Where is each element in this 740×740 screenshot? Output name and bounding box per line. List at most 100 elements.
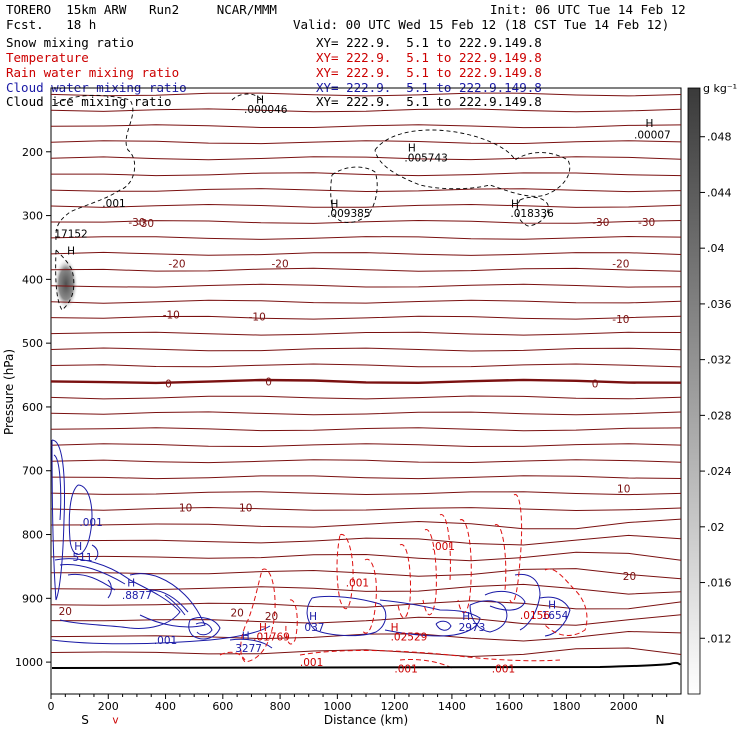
temperature-label: 20 bbox=[230, 607, 243, 619]
field-label: H bbox=[548, 600, 556, 612]
y-axis-title: Pressure (hPa) bbox=[2, 349, 16, 435]
x-tick-label: 200 bbox=[98, 700, 119, 713]
isotherm-line bbox=[50, 347, 682, 352]
temperature-isotherms bbox=[50, 92, 682, 658]
forecast-hour: Fcst. 18 h bbox=[6, 17, 97, 32]
field-label: .001 bbox=[432, 541, 455, 553]
field-label: .001 bbox=[79, 517, 102, 529]
field-label: 17152 bbox=[54, 228, 87, 240]
field-label: 037 bbox=[304, 622, 324, 634]
field-label: H bbox=[242, 630, 250, 642]
y-tick-label: 400 bbox=[22, 273, 43, 286]
y-tick-label: 1000 bbox=[15, 656, 43, 669]
isotherm-line bbox=[51, 172, 682, 177]
temperature-label: -20 bbox=[612, 258, 629, 270]
valid-time: Valid: 00 UTC Wed 15 Feb 12 (18 CST Tue … bbox=[293, 17, 670, 32]
x-tick-label: 2000 bbox=[610, 700, 638, 713]
field-label: H bbox=[256, 94, 264, 106]
x-tick-label: 1800 bbox=[552, 700, 580, 713]
field-label: v bbox=[112, 715, 118, 727]
field-label: .009385 bbox=[327, 208, 370, 220]
temperature-label: 10 bbox=[617, 484, 630, 496]
field-label: .01769 bbox=[253, 632, 290, 644]
x-tick-label: 600 bbox=[212, 700, 233, 713]
snow-maximum-shading bbox=[54, 258, 78, 310]
field-label: 1654 bbox=[542, 610, 569, 622]
colorbar-tick-label: .048 bbox=[707, 131, 732, 144]
isotherm-line bbox=[50, 156, 682, 161]
south-label: S bbox=[81, 713, 89, 727]
isotherm-line bbox=[50, 140, 682, 145]
field-label: .8877 bbox=[122, 590, 152, 602]
isotherm-line bbox=[50, 427, 682, 432]
temperature-label: 0 bbox=[165, 378, 172, 390]
isotherm-line bbox=[50, 378, 682, 385]
isotherm-line bbox=[50, 600, 682, 610]
x-axis: 0 200 400 600 800 1000 1200 1400 1600 1800 2000 bbox=[48, 694, 668, 713]
isotherm-line bbox=[50, 188, 682, 193]
temperature-label: -30 bbox=[128, 217, 145, 229]
field-name-snow: Snow mixing ratio bbox=[6, 35, 134, 50]
isotherm-line bbox=[50, 551, 682, 562]
temperature-label: -10 bbox=[249, 311, 266, 323]
field-xy-rain: XY= 222.9. 5.1 to 222.9.149.8 bbox=[316, 65, 542, 80]
field-label: .0156 bbox=[520, 610, 550, 622]
colorbar-tick-label: .012 bbox=[707, 632, 732, 645]
y-tick-label: 900 bbox=[22, 592, 43, 605]
temperature-label: 20 bbox=[59, 606, 72, 618]
field-xy-snow: XY= 222.9. 5.1 to 222.9.149.8 bbox=[316, 35, 542, 50]
x-axis-title: Distance (km) bbox=[324, 713, 408, 727]
isotherm-line bbox=[50, 475, 682, 480]
temperature-label: -10 bbox=[612, 314, 629, 326]
colorbar-unit: g kg⁻¹ bbox=[703, 82, 737, 95]
field-name-cloud-ice: Cloud ice mixing ratio bbox=[6, 94, 172, 109]
temperature-label: 20 bbox=[623, 571, 636, 583]
model-title: TORERO 15km ARW Run2 NCAR/MMM bbox=[6, 2, 277, 17]
field-label: .001 bbox=[154, 635, 177, 647]
field-label: .00007 bbox=[634, 130, 671, 142]
field-label: H bbox=[646, 118, 654, 130]
colorbar-tick-label: .032 bbox=[707, 354, 732, 367]
field-name-rain: Rain water mixing ratio bbox=[6, 65, 180, 80]
colorbar-tick-label: .04 bbox=[707, 242, 725, 255]
y-tick-label: 800 bbox=[22, 529, 43, 542]
y-axis: 200 300 400 500 600 700 800 900 1000 bbox=[15, 146, 51, 669]
temperature-label: -30 bbox=[638, 217, 655, 229]
isotherm-line bbox=[50, 518, 682, 530]
north-label: N bbox=[656, 713, 665, 727]
field-label: 511 bbox=[72, 552, 92, 564]
colorbar-ticks: .012 .016 .02 .024 .028 .032 .036 .04 .044 .048 bbox=[700, 131, 732, 645]
isotherm-line bbox=[50, 203, 682, 208]
isotherm-line bbox=[50, 315, 682, 320]
field-label: H bbox=[67, 246, 75, 258]
colorbar-tick-label: .016 bbox=[707, 577, 732, 590]
isotherm-line bbox=[50, 219, 682, 224]
field-label: H bbox=[511, 198, 519, 210]
init-time: Init: 06 UTC Tue 14 Feb 12 bbox=[490, 2, 686, 17]
field-label: H bbox=[74, 541, 82, 553]
field-label: H bbox=[391, 622, 399, 634]
temperature-label: -30 bbox=[137, 218, 154, 230]
temperature-label: -20 bbox=[272, 258, 289, 270]
y-tick-label: 500 bbox=[22, 337, 43, 350]
isotherm-line bbox=[50, 459, 682, 464]
rain-water-contours bbox=[219, 494, 588, 669]
colorbar bbox=[687, 87, 701, 695]
field-label: .001 bbox=[346, 577, 369, 589]
colorbar-tick-label: .024 bbox=[707, 465, 732, 478]
field-label: 3277 bbox=[235, 643, 262, 655]
temperature-label: 20 bbox=[265, 611, 278, 623]
field-label: .000046 bbox=[244, 104, 288, 116]
x-tick-label: 800 bbox=[270, 700, 291, 713]
temperature-label: 0 bbox=[265, 376, 272, 388]
temperature-labels: -30 -30 -30-30-20 -20 -20-10 -10 -100 0 010 10102… bbox=[59, 217, 656, 623]
x-tick-label: 1200 bbox=[381, 700, 409, 713]
field-name-temperature: Temperature bbox=[6, 50, 89, 65]
x-tick-label: 0 bbox=[48, 700, 55, 713]
isotherm-line bbox=[50, 92, 682, 97]
temperature-label: -30 bbox=[592, 217, 609, 229]
x-tick-label: 1000 bbox=[323, 700, 351, 713]
field-label: H bbox=[331, 198, 339, 210]
field-label: .005743 bbox=[404, 153, 447, 165]
